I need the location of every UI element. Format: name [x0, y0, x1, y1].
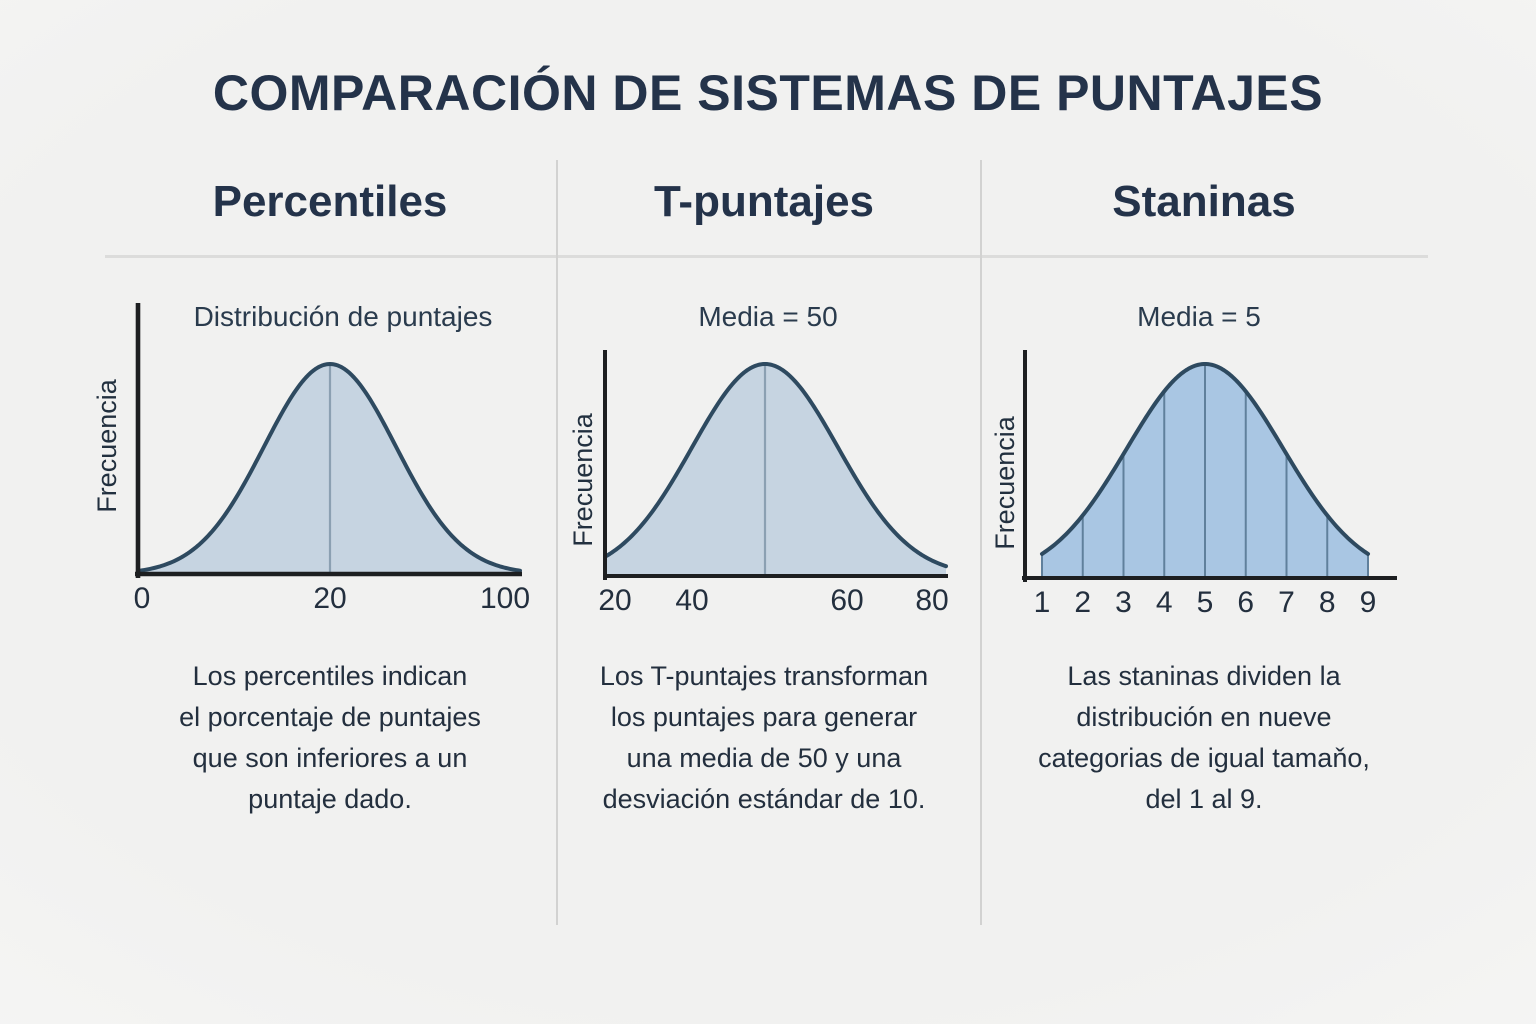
bell-curve-outline	[138, 362, 522, 573]
t-scores-bell-curve-chart: 20 40 60 80	[598, 350, 949, 617]
x-tick-label: 9	[1360, 586, 1377, 619]
heading-staninas: Staninas	[1112, 177, 1296, 226]
x-tick-label: 0	[134, 582, 151, 615]
x-tick-label: 3	[1115, 586, 1132, 619]
x-tick-label: 80	[915, 584, 948, 617]
x-tick-label: 100	[480, 582, 530, 615]
x-tick-label: 7	[1278, 586, 1295, 619]
x-tick-label: 20	[313, 582, 346, 615]
description-line: puntaje dado.	[248, 784, 412, 814]
x-tick-label: 60	[830, 584, 863, 617]
chart-title-staninas: Media = 5	[1137, 301, 1261, 332]
description-percentiles: Los percentiles indican el porcentaje de…	[95, 656, 565, 820]
description-line: distribución en nueve	[1076, 702, 1332, 732]
description-line: los puntajes para generar	[610, 702, 918, 732]
column-divider-left	[556, 160, 558, 925]
description-t-puntajes: Los T-puntajes transforman los puntajes …	[554, 656, 974, 820]
chart-title-t-puntajes: Media = 50	[698, 301, 838, 332]
x-tick-label: 1	[1034, 586, 1051, 619]
description-line: el porcentaje de puntajes	[179, 702, 481, 732]
description-line: una media de 50 y una	[626, 743, 902, 773]
column-divider-right	[980, 160, 982, 925]
description-line: Los T-puntajes transforman	[599, 661, 929, 691]
x-tick-label: 5	[1197, 586, 1214, 619]
description-line: Los percentiles indican	[192, 661, 468, 691]
x-tick-label: 40	[675, 584, 708, 617]
x-tick-label: 8	[1319, 586, 1336, 619]
header-rule	[105, 255, 1428, 258]
description-line: Las staninas dividen la	[1067, 661, 1341, 691]
x-tick-label: 6	[1237, 586, 1254, 619]
description-line: del 1 al 9.	[1145, 784, 1263, 814]
chart-title-percentiles: Distribución de puntajes	[193, 301, 493, 332]
x-tick-label: 20	[598, 584, 631, 617]
percentiles-bell-curve-chart: 0 20 100	[134, 303, 530, 615]
description-line: que son inferiores a un	[192, 743, 468, 773]
heading-percentiles: Percentiles	[212, 177, 448, 226]
heading-t-puntajes: T-puntajes	[653, 177, 875, 226]
x-tick-label: 4	[1156, 586, 1173, 619]
x-tick-label: 2	[1074, 586, 1091, 619]
description-line: desviación estándar de 10.	[602, 784, 926, 814]
distribution-area	[606, 364, 946, 576]
description-line: categorias de igual tamaňo,	[1038, 743, 1370, 773]
bell-curve-outline	[1040, 362, 1370, 556]
bell-curve-outline	[604, 362, 948, 569]
description-staninas: Las staninas dividen la distribución en …	[984, 656, 1424, 820]
page-title: COMPARACIÓN DE SISTEMAS DE PUNTAJES	[212, 65, 1324, 121]
